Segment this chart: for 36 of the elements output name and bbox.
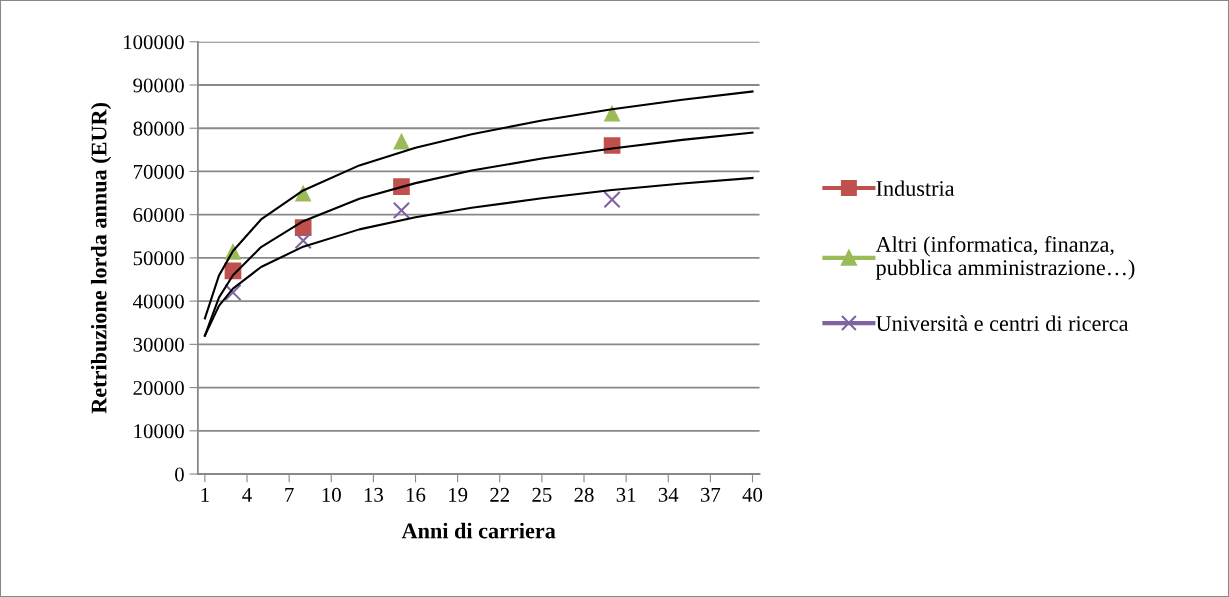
- y-tick-label: 10000: [134, 424, 184, 439]
- y-tick-label: 90000: [133, 78, 184, 93]
- y-tick-label: 70000: [133, 164, 184, 179]
- y-tick-label: 60000: [133, 208, 184, 223]
- x-tick-label: 13: [364, 487, 383, 502]
- x-tick-label: 40: [742, 487, 763, 502]
- x-tick-label: 7: [285, 488, 294, 502]
- x-axis-title: Anni di carriera: [401, 522, 556, 539]
- x-tick-label: 25: [532, 487, 552, 502]
- y-tick-label: 100000: [124, 35, 184, 50]
- x-tick-label: 16: [406, 487, 426, 502]
- x-tick-label: 10: [322, 487, 341, 502]
- legend-label: Altri (informatica, finanza, pubblica amministrazione…): [875, 236, 1135, 280]
- x-tick-label: 37: [700, 487, 721, 502]
- y-tick-label: 0: [175, 467, 184, 482]
- y-axis-title: Retribuzione lorda annua (EUR): [90, 103, 112, 414]
- point: [393, 132, 410, 150]
- legend-label: Industria: [876, 180, 955, 197]
- y-tick-label: 50000: [133, 251, 184, 266]
- x-tick-label: 34: [658, 487, 679, 502]
- point: [294, 231, 312, 250]
- point: [392, 201, 411, 220]
- point: [224, 283, 242, 302]
- x-tick-label: 19: [449, 487, 468, 502]
- y-tick-label: 30000: [133, 337, 184, 352]
- x-tick-label: 31: [616, 487, 636, 502]
- legend-label: Università e centri di ricerca: [876, 315, 1129, 332]
- y-tick-label: 20000: [133, 380, 184, 396]
- x-tick-label: 1: [201, 487, 209, 502]
- point: [603, 190, 621, 209]
- x-tick-label: 22: [490, 487, 510, 502]
- y-tick-label: 80000: [133, 121, 184, 136]
- x-tick-label: 28: [574, 487, 594, 502]
- line-series: [203, 90, 754, 320]
- y-tick-label: 40000: [133, 294, 184, 309]
- x-tick-label: 4: [242, 487, 252, 502]
